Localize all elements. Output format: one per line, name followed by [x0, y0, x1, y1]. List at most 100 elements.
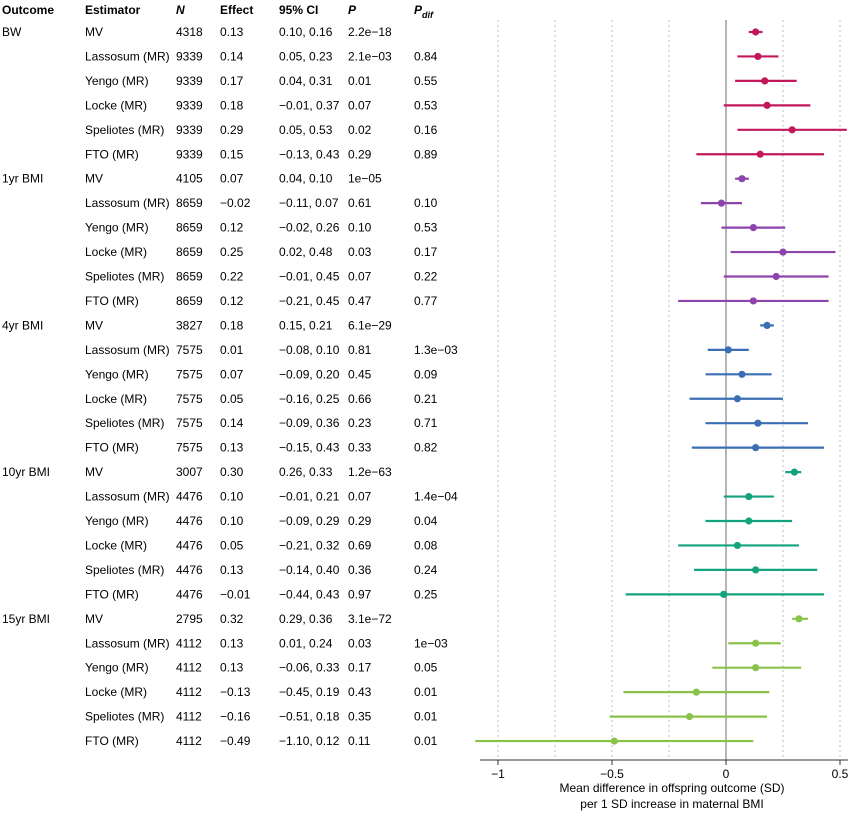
- estimator-cell: MV: [85, 465, 103, 479]
- effect-cell: 0.13: [220, 563, 244, 577]
- estimator-cell: MV: [85, 612, 103, 626]
- point-estimate: [752, 28, 760, 36]
- x-axis-label-line2: per 1 SD increase in maternal BMI: [580, 797, 763, 811]
- estimator-cell: Speliotes (MR): [85, 123, 164, 137]
- table-row: 1yr BMI MV 4105 0.07 0.04, 0.10 1e−05: [2, 172, 382, 186]
- effect-cell: 0.17: [220, 74, 244, 88]
- p-value-cell: 0.02: [348, 123, 372, 137]
- header-outcome: Outcome: [2, 3, 54, 17]
- effect-cell: 0.18: [220, 318, 244, 332]
- p-value-cell: 0.36: [348, 563, 372, 577]
- results-table: BW MV 4318 0.13 0.10, 0.16 2.2e−18 Lassosum (M…: [2, 25, 458, 748]
- effect-cell: 0.12: [220, 221, 244, 235]
- estimator-cell: FTO (MR): [85, 587, 139, 601]
- p-value-cell: 0.61: [348, 196, 372, 210]
- p-value-cell: 0.07: [348, 270, 372, 284]
- point-estimate: [795, 615, 803, 623]
- effect-cell: 0.13: [220, 441, 244, 455]
- point-estimate: [717, 199, 726, 207]
- table-row: Locke (MR) 7575 0.05 −0.16, 0.25 0.66 0.21: [85, 392, 438, 406]
- n-cell: 4476: [176, 563, 203, 577]
- p-value-cell: 0.97: [348, 587, 372, 601]
- estimator-cell: Lassosum (MR): [85, 196, 170, 210]
- effect-cell: 0.15: [220, 147, 244, 161]
- effect-cell: 0.14: [220, 49, 244, 63]
- p-dif-cell: 0.22: [414, 270, 438, 284]
- table-row: Speliotes (MR) 4112 −0.16 −0.51, 0.18 0.35 0.…: [85, 710, 438, 724]
- ci-cell: 0.05, 0.23: [279, 49, 333, 63]
- p-dif-cell: 0.01: [414, 685, 438, 699]
- n-cell: 4476: [176, 514, 203, 528]
- ci-cell: −0.16, 0.25: [279, 392, 340, 406]
- ci-cell: −0.09, 0.20: [279, 367, 340, 381]
- estimator-cell: MV: [85, 172, 103, 186]
- effect-cell: 0.13: [220, 636, 244, 650]
- p-dif-cell: 1.4e−04: [414, 490, 458, 504]
- p-dif-cell: 0.04: [414, 514, 438, 528]
- table-row: Speliotes (MR) 9339 0.29 0.05, 0.53 0.02 0.16: [85, 123, 438, 137]
- point-estimate: [610, 737, 618, 745]
- point-estimate: [763, 321, 771, 329]
- ci-cell: −0.09, 0.29: [279, 514, 340, 528]
- point-estimate: [745, 517, 753, 525]
- outcome-label: 15yr BMI: [2, 612, 50, 626]
- point-estimate: [754, 419, 762, 427]
- p-value-cell: 0.33: [348, 441, 372, 455]
- header-ci: 95% CI: [279, 3, 318, 17]
- effect-cell: 0.01: [220, 343, 244, 357]
- point-estimate: [772, 272, 780, 281]
- p-value-cell: 1.2e−63: [348, 465, 392, 479]
- ci-cell: −0.01, 0.37: [279, 98, 340, 112]
- ci-cell: −0.21, 0.45: [279, 294, 340, 308]
- table-row: 15yr BMI MV 2795 0.32 0.29, 0.36 3.1e−72: [2, 612, 392, 626]
- ci-cell: 0.04, 0.31: [279, 74, 333, 88]
- n-cell: 4476: [176, 538, 203, 552]
- header-estimator: Estimator: [85, 3, 141, 17]
- effect-cell: −0.49: [220, 734, 251, 748]
- table-row: Lassosum (MR) 4112 0.13 0.01, 0.24 0.03 1e−03: [85, 636, 448, 650]
- estimator-cell: Speliotes (MR): [85, 416, 164, 430]
- estimator-cell: FTO (MR): [85, 147, 139, 161]
- effect-cell: 0.25: [220, 245, 244, 259]
- n-cell: 9339: [176, 98, 203, 112]
- ci-cell: 0.01, 0.24: [279, 636, 333, 650]
- p-dif-cell: 0.01: [414, 734, 438, 748]
- n-cell: 9339: [176, 123, 203, 137]
- p-value-cell: 0.23: [348, 416, 372, 430]
- ci-cell: −0.02, 0.26: [279, 221, 340, 235]
- p-value-cell: 0.29: [348, 147, 372, 161]
- p-dif-cell: 0.55: [414, 74, 438, 88]
- effect-cell: 0.05: [220, 538, 244, 552]
- n-cell: 4476: [176, 490, 203, 504]
- n-cell: 8659: [176, 221, 203, 235]
- n-cell: 4476: [176, 587, 203, 601]
- estimator-cell: Lassosum (MR): [85, 636, 170, 650]
- point-estimate: [749, 224, 757, 232]
- point-estimate: [738, 175, 746, 183]
- n-cell: 9339: [176, 74, 203, 88]
- effect-cell: 0.13: [220, 661, 244, 675]
- ci-cell: −0.15, 0.43: [279, 441, 340, 455]
- p-value-cell: 0.07: [348, 98, 372, 112]
- n-cell: 7575: [176, 367, 203, 381]
- ci-cell: −0.13, 0.43: [279, 147, 340, 161]
- p-value-cell: 0.17: [348, 661, 372, 675]
- table-row: FTO (MR) 9339 0.15 −0.13, 0.43 0.29 0.89: [85, 147, 438, 161]
- estimator-cell: Yengo (MR): [85, 367, 149, 381]
- estimator-cell: Speliotes (MR): [85, 270, 164, 284]
- point-estimate: [754, 52, 762, 61]
- n-cell: 7575: [176, 392, 203, 406]
- p-dif-cell: 0.10: [414, 196, 438, 210]
- estimator-cell: Yengo (MR): [85, 661, 149, 675]
- table-row: FTO (MR) 4112 −0.49 −1.10, 0.12 0.11 0.01: [85, 734, 438, 748]
- ci-cell: −0.09, 0.36: [279, 416, 340, 430]
- ci-cell: −0.45, 0.19: [279, 685, 340, 699]
- ci-cell: −0.01, 0.21: [279, 490, 340, 504]
- effect-cell: 0.10: [220, 490, 244, 504]
- table-row: Yengo (MR) 4476 0.10 −0.09, 0.29 0.29 0.04: [85, 514, 438, 528]
- p-dif-cell: 0.17: [414, 245, 438, 259]
- ci-cell: −0.21, 0.32: [279, 538, 340, 552]
- p-value-cell: 0.03: [348, 636, 372, 650]
- n-cell: 9339: [176, 147, 203, 161]
- point-estimate: [788, 126, 796, 134]
